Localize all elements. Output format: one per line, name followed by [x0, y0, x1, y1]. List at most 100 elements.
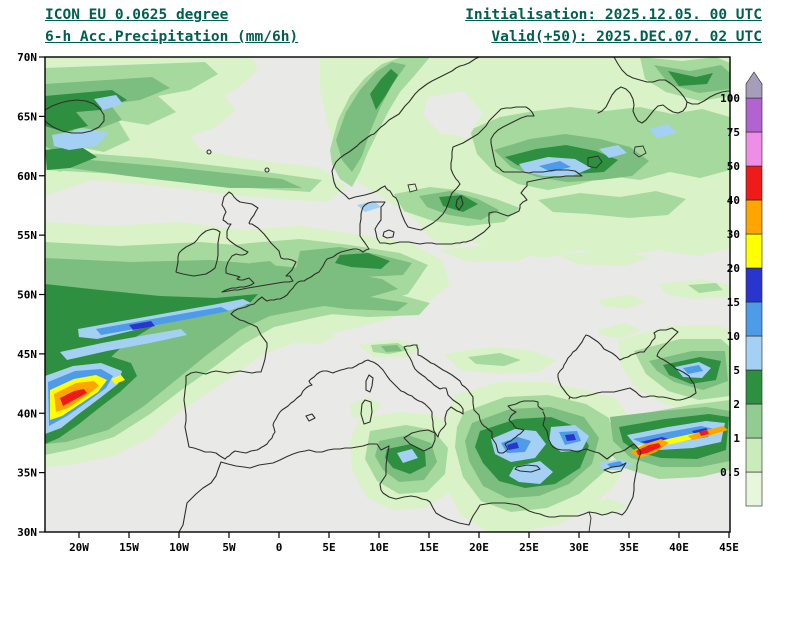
lat-label-55N: 55N: [17, 229, 37, 242]
lat-label-45N: 45N: [17, 348, 37, 361]
precip-swfront-red: [60, 389, 87, 406]
coastline-shetland: [264, 167, 270, 173]
chart-header: ICON EU 0.0625 degree 6-h Acc.Precipitat…: [0, 2, 800, 54]
colorbar-label-10: 10: [727, 330, 740, 343]
lon-label-5E: 5E: [322, 541, 335, 554]
latitude-axis: 70N 65N 60N 55N 50N 45N 40N 35N 30N: [17, 51, 45, 539]
lat-label-30N: 30N: [17, 526, 37, 539]
precip-england-heavy: [250, 261, 277, 269]
lat-label-60N: 60N: [17, 170, 37, 183]
precip-iceland-blue2: [94, 95, 123, 110]
precip-skagerrak-blue: [357, 201, 381, 212]
precip-ukraine-speck: [598, 295, 646, 309]
init-time-label: Initialisation: 2025.12.05. 00 UTC: [465, 7, 762, 23]
colorbar-segment-0: [745, 471, 763, 507]
precipitation-field: [45, 57, 730, 531]
colorbar-label-20: 20: [727, 262, 740, 275]
precip-stockholm-dark: [439, 195, 478, 212]
lon-label-0: 0: [276, 541, 283, 554]
precip-aegean-darkblue2: [565, 434, 576, 441]
colorbar-label-0.5: 0.5: [720, 466, 740, 479]
colorbar-segment-2: [745, 403, 763, 439]
lon-label-20W: 20W: [69, 541, 89, 554]
colorbar-segment-10: [745, 131, 763, 167]
parameter-title: 6-h Acc.Precipitation (mm/6h): [45, 29, 299, 45]
precip-iceland-dark2: [45, 146, 97, 170]
precip-poland-streak2: [558, 250, 650, 266]
precip-alps-heavy-speck: [381, 345, 402, 352]
precip-sardinia-light: [350, 397, 381, 418]
colorbar-segment-3: [745, 369, 763, 405]
river-nile: [588, 511, 592, 532]
colorbar-segment-4: [745, 335, 763, 371]
lon-label-45E: 45E: [719, 541, 739, 554]
precip-anatolia-red: [636, 443, 661, 455]
coastlines: [45, 57, 730, 532]
precip-russia-streak1: [668, 229, 730, 253]
coastline-atlantic-baltic-scandinavia: [183, 57, 583, 460]
precip-crimea-speck: [598, 323, 641, 338]
colorbar-overflow-cap: [745, 71, 763, 99]
coastline-iceland: [45, 99, 105, 134]
dry-patch-sweden: [423, 91, 483, 138]
colorbar-label-15: 15: [727, 296, 740, 309]
precip-swfront-yellow-speck: [111, 375, 125, 384]
lat-label-40N: 40N: [17, 407, 37, 420]
precip-baltics-med: [538, 191, 686, 218]
lat-label-35N: 35N: [17, 467, 37, 480]
coastline-archangel: [686, 90, 730, 105]
coastline-sardinia: [360, 399, 373, 425]
precip-norway-dark: [370, 69, 398, 110]
coastline-sicily: [403, 429, 436, 452]
precip-atlantic-blue-core: [96, 307, 229, 335]
precip-caucasus-core: [683, 365, 703, 374]
colorbar-segment-8: [745, 199, 763, 235]
coastline-mallorca: [305, 413, 316, 422]
coastline-africa-levant: [178, 411, 642, 532]
lake-onega: [633, 145, 647, 158]
colorbar-segment-11: [745, 97, 763, 133]
colorbar-segment-1: [745, 437, 763, 473]
coastline-mediterranean-europe: [224, 344, 544, 460]
coastline-black-sea: [557, 327, 697, 401]
colorbar-label-100: 100: [720, 92, 740, 105]
precip-ladoga-blue: [599, 145, 627, 158]
precip-atlantic-darkblue: [129, 321, 155, 330]
coastline-faroe: [206, 149, 212, 155]
coastline-britain: [221, 191, 297, 293]
colorbar-label-30: 30: [727, 228, 740, 241]
precip-russia-med-speck: [688, 283, 723, 293]
coastline-corsica: [365, 374, 374, 393]
lon-label-35E: 35E: [619, 541, 639, 554]
lon-label-40E: 40E: [669, 541, 689, 554]
coastline-gotland: [455, 195, 464, 211]
colorbar-segment-5: [745, 301, 763, 337]
valid-time-label: Valid(+50): 2025.DEC.07. 02 UTC: [491, 29, 762, 45]
lon-label-20E: 20E: [469, 541, 489, 554]
precip-iceland-blue1: [52, 129, 109, 150]
colorbar-segment-6: [745, 267, 763, 303]
precip-sicily-blue: [397, 449, 418, 463]
model-title: ICON EU 0.0625 degree: [45, 7, 229, 23]
precip-norwegiansea-heavy: [68, 158, 302, 188]
precip-skagerrak-dark: [335, 253, 390, 269]
coastline-cyprus: [603, 462, 627, 474]
colorbar-label-2: 2: [733, 398, 740, 411]
precip-france-streak2: [278, 329, 336, 344]
lake-vanern: [407, 183, 418, 193]
lat-label-70N: 70N: [17, 51, 37, 64]
precip-germany-heavy: [317, 297, 408, 311]
lon-label-15W: 15W: [119, 541, 139, 554]
colorbar-segment-7: [745, 233, 763, 269]
colorbar-label-1: 1: [733, 432, 740, 445]
lake-ladoga: [587, 155, 603, 169]
precip-kola-dark: [668, 71, 713, 86]
precip-onega-blue: [649, 124, 677, 138]
colorbar-label-75: 75: [727, 126, 740, 139]
lon-label-25E: 25E: [519, 541, 539, 554]
precip-balkans-med: [468, 353, 521, 366]
precip-aegean-darkblue1: [507, 442, 519, 450]
precip-poland-streak1: [438, 245, 540, 262]
